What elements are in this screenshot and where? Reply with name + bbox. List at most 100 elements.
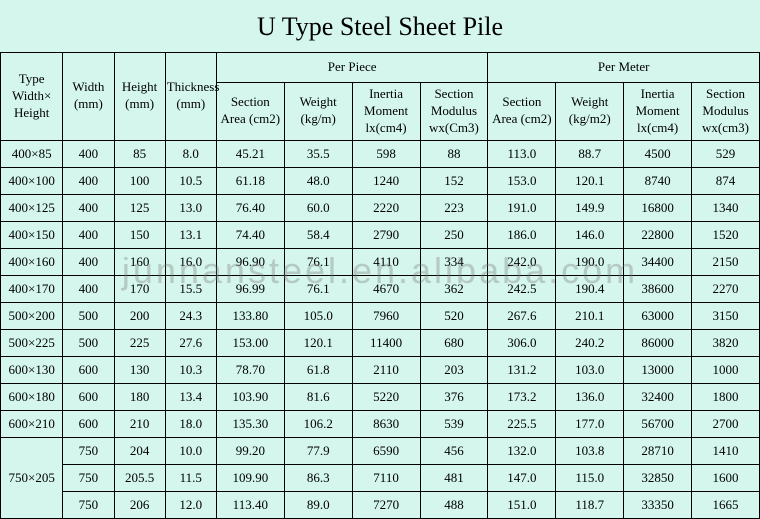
cell-sam: 131.2	[488, 356, 556, 383]
cell-ip: 5220	[352, 383, 420, 410]
cell-w: 600	[63, 356, 114, 383]
cell-sam: 151.0	[488, 491, 556, 518]
cell-mm: 3820	[692, 329, 760, 356]
cell-type: 400×170	[1, 275, 63, 302]
hdr-height: Height (mm)	[114, 53, 165, 141]
cell-type: 600×130	[1, 356, 63, 383]
table-row: 600×21060021018.0135.30106.28630539225.5…	[1, 410, 760, 437]
cell-sap: 133.80	[216, 302, 284, 329]
table-header: Type Width× Height Width (mm) Height (mm…	[1, 53, 760, 141]
table-row: 600×18060018013.4103.9081.65220376173.21…	[1, 383, 760, 410]
cell-im: 86000	[624, 329, 692, 356]
cell-h: 210	[114, 410, 165, 437]
cell-w: 400	[63, 167, 114, 194]
cell-mm: 874	[692, 167, 760, 194]
cell-im: 34400	[624, 248, 692, 275]
cell-im: 32850	[624, 464, 692, 491]
cell-wp: 76.1	[284, 248, 352, 275]
cell-sap: 45.21	[216, 140, 284, 167]
hdr-type: Type Width× Height	[1, 53, 63, 141]
table-row: 500×20050020024.3133.80105.07960520267.6…	[1, 302, 760, 329]
cell-im: 28710	[624, 437, 692, 464]
cell-h: 180	[114, 383, 165, 410]
cell-mp: 680	[420, 329, 488, 356]
cell-t: 13.4	[165, 383, 216, 410]
cell-type: 600×180	[1, 383, 63, 410]
cell-wp: 76.1	[284, 275, 352, 302]
cell-h: 170	[114, 275, 165, 302]
cell-t: 13.0	[165, 194, 216, 221]
cell-w: 600	[63, 383, 114, 410]
cell-ip: 8630	[352, 410, 420, 437]
cell-sap: 103.90	[216, 383, 284, 410]
cell-mm: 2700	[692, 410, 760, 437]
cell-w: 400	[63, 194, 114, 221]
cell-wm: 136.0	[556, 383, 624, 410]
cell-wm: 103.0	[556, 356, 624, 383]
cell-wm: 146.0	[556, 221, 624, 248]
cell-w: 400	[63, 221, 114, 248]
cell-ip: 11400	[352, 329, 420, 356]
cell-type: 750×205	[1, 437, 63, 518]
cell-im: 4500	[624, 140, 692, 167]
hdr-mp: Section Modulus wx(Cm3)	[420, 82, 488, 140]
cell-sam: 267.6	[488, 302, 556, 329]
cell-wm: 103.8	[556, 437, 624, 464]
cell-wp: 77.9	[284, 437, 352, 464]
table-row: 500×22550022527.6153.00120.111400680306.…	[1, 329, 760, 356]
cell-h: 206	[114, 491, 165, 518]
hdr-thickness: Thickness (mm)	[165, 53, 216, 141]
cell-im: 32400	[624, 383, 692, 410]
hdr-sap: Section Area (cm2)	[216, 82, 284, 140]
cell-sap: 109.90	[216, 464, 284, 491]
cell-mm: 1340	[692, 194, 760, 221]
table-row: 400×85400858.045.2135.559888113.088.7450…	[1, 140, 760, 167]
cell-t: 12.0	[165, 491, 216, 518]
cell-t: 27.6	[165, 329, 216, 356]
cell-mm: 1600	[692, 464, 760, 491]
table-row: 750×20575020410.099.2077.96590456132.010…	[1, 437, 760, 464]
cell-im: 22800	[624, 221, 692, 248]
cell-sap: 61.18	[216, 167, 284, 194]
cell-mm: 1000	[692, 356, 760, 383]
table-row: 400×12540012513.076.4060.02220223191.014…	[1, 194, 760, 221]
cell-ip: 4670	[352, 275, 420, 302]
spec-table: Type Width× Height Width (mm) Height (mm…	[0, 52, 760, 519]
cell-wp: 81.6	[284, 383, 352, 410]
cell-wp: 105.0	[284, 302, 352, 329]
cell-wm: 149.9	[556, 194, 624, 221]
cell-im: 38600	[624, 275, 692, 302]
cell-mp: 481	[420, 464, 488, 491]
cell-mm: 1410	[692, 437, 760, 464]
cell-t: 11.5	[165, 464, 216, 491]
cell-sam: 242.0	[488, 248, 556, 275]
cell-sam: 242.5	[488, 275, 556, 302]
cell-mp: 539	[420, 410, 488, 437]
hdr-im: Inertia Moment lx(cm4)	[624, 82, 692, 140]
cell-ip: 2110	[352, 356, 420, 383]
cell-h: 125	[114, 194, 165, 221]
cell-wp: 60.0	[284, 194, 352, 221]
cell-w: 500	[63, 329, 114, 356]
cell-im: 13000	[624, 356, 692, 383]
page-title: U Type Steel Sheet Pile	[0, 0, 760, 52]
cell-sam: 191.0	[488, 194, 556, 221]
cell-mm: 529	[692, 140, 760, 167]
cell-im: 56700	[624, 410, 692, 437]
cell-wp: 106.2	[284, 410, 352, 437]
cell-mm: 1520	[692, 221, 760, 248]
hdr-per-meter: Per Meter	[488, 53, 760, 83]
cell-mm: 2270	[692, 275, 760, 302]
cell-sap: 153.00	[216, 329, 284, 356]
hdr-wm: Weight (kg/m2)	[556, 82, 624, 140]
cell-ip: 598	[352, 140, 420, 167]
cell-sam: 113.0	[488, 140, 556, 167]
cell-mp: 152	[420, 167, 488, 194]
cell-t: 18.0	[165, 410, 216, 437]
cell-wp: 89.0	[284, 491, 352, 518]
table-row: 400×16040016016.096.9076.14110334242.019…	[1, 248, 760, 275]
cell-mm: 2150	[692, 248, 760, 275]
cell-t: 13.1	[165, 221, 216, 248]
cell-type: 400×160	[1, 248, 63, 275]
cell-h: 200	[114, 302, 165, 329]
